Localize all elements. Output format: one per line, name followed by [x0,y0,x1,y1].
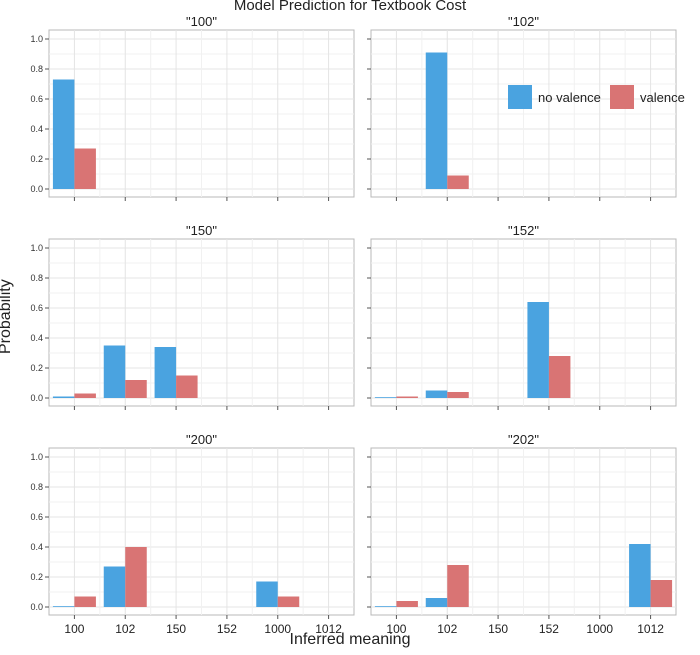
bar-valence [176,375,198,398]
legend: no valence valence [508,84,693,110]
bar-no-valence [425,52,448,189]
panel-title: "102" [508,14,539,29]
y-tick-label: 0.6 [30,94,43,104]
legend-swatch-no-valence [508,85,532,109]
legend-swatch-valence [610,85,634,109]
y-tick-label: 0.4 [30,124,43,134]
bar-no-valence [527,302,549,398]
y-tick-label: 1.0 [30,243,43,253]
bar-no-valence [154,347,177,398]
bar-no-valence [629,544,651,607]
x-tick-label: 152 [539,622,559,636]
chart-title: Model Prediction for Textbook Cost [233,0,467,14]
bar-valence [74,596,96,607]
y-tick-label: 0.8 [30,273,43,283]
bar-no-valence [52,396,75,398]
bar-no-valence [374,606,397,607]
x-tick-label: 102 [115,622,135,636]
y-tick-label: 0.0 [30,393,43,403]
bar-valence [650,580,673,607]
y-tick-label: 0.0 [30,602,43,612]
x-tick-label: 152 [217,622,237,636]
y-tick-label: 0.2 [30,572,43,582]
bar-no-valence [52,606,75,607]
x-tick-label: 150 [488,622,508,636]
y-tick-label: 0.6 [30,303,43,313]
bar-valence [396,396,418,398]
x-tick-label: 100 [386,622,406,636]
bar-valence [447,392,469,398]
y-tick-label: 0.2 [30,363,43,373]
x-axis-label: Inferred meaning [289,631,411,648]
bar-valence [447,175,469,189]
bar-no-valence [374,397,397,398]
bar-no-valence [425,598,448,607]
bar-valence [74,148,96,189]
bar-valence [396,601,418,607]
x-tick-label: 150 [166,622,186,636]
panel-title: "202" [508,432,539,447]
y-tick-label: 0.8 [30,482,43,492]
y-tick-label: 0.4 [30,542,43,552]
bar-valence [277,596,300,607]
x-tick-label: 1000 [586,622,613,636]
legend-item-no-valence: no valence [508,84,601,110]
bar-no-valence [52,79,75,189]
x-tick-label: 1012 [637,622,664,636]
panel-title: "150" [186,223,217,238]
y-tick-label: 0.8 [30,64,43,74]
legend-label: valence [640,89,685,105]
panel-title: "200" [186,432,217,447]
bar-valence [548,356,571,398]
x-tick-label: 102 [437,622,457,636]
x-tick-label: 1000 [264,622,291,636]
y-tick-label: 0.4 [30,333,43,343]
bar-no-valence [256,581,278,607]
bar-valence [74,393,96,398]
bar-valence [125,380,147,398]
legend-label: no valence [538,89,601,105]
y-tick-label: 1.0 [30,34,43,44]
y-tick-label: 0.0 [30,184,43,194]
bar-no-valence [103,345,126,398]
x-tick-label: 100 [64,622,84,636]
panel-title: "152" [508,223,539,238]
y-axis-label: Probability [0,279,14,354]
y-tick-label: 0.6 [30,512,43,522]
bar-no-valence [103,566,126,607]
legend-item-valence: valence [610,84,685,110]
x-tick-label: 1012 [315,622,342,636]
bar-valence [447,565,469,607]
y-tick-label: 0.2 [30,154,43,164]
panel-title: "100" [186,14,217,29]
y-tick-label: 1.0 [30,452,43,462]
bar-valence [125,547,147,607]
bar-no-valence [425,390,448,398]
